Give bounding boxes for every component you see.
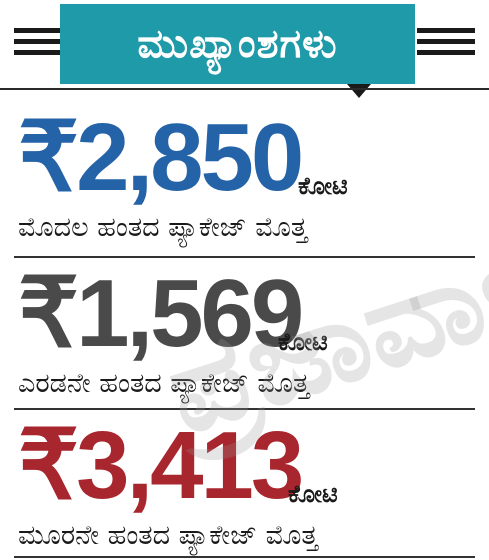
amount-unit: ಕೋಟಿ [298,172,348,200]
section-divider [14,556,475,558]
amount-description: ಮೂರನೇ ಹಂತದ ಪ್ಯಾಕೇಜ್ ಮೊತ್ತ [18,520,318,551]
amount-description: ಮೊದಲ ಹಂತದ ಪ್ಯಾಕೇಜ್ ಮೊತ್ತ [18,212,308,243]
section-divider [14,408,475,410]
highlight-item-2: ₹1,569 ಕೋಟಿ ಎರಡನೇ ಹಂತದ ಪ್ಯಾಕೇಜ್ ಮೊತ್ತ [0,256,489,408]
pointer-triangle-icon [347,84,371,98]
page-title: ಮುಖ್ಯಾಂಶಗಳು [137,21,338,67]
highlight-item-1: ₹2,850 ಕೋಟಿ ಮೊದಲ ಹಂತದ ಪ್ಯಾಕೇಜ್ ಮೊತ್ತ [0,100,489,252]
decor-stripes-left [14,28,72,61]
highlight-item-3: ₹3,413 ಕೋಟಿ ಮೂರನೇ ಹಂತದ ಪ್ಯಾಕೇಜ್ ಮೊತ್ತ [0,408,489,560]
amount-value: ₹2,850 [18,104,304,211]
amount-unit: ಕೋಟಿ [288,480,338,508]
section-divider [14,256,475,258]
amount-value: ₹1,569 [18,260,304,367]
amount-value: ₹3,413 [18,412,304,519]
header-divider [0,88,489,90]
decor-stripes-right [417,28,475,61]
amount-unit: ಕೋಟಿ [278,328,328,356]
amount-description: ಎರಡನೇ ಹಂತದ ಪ್ಯಾಕೇಜ್ ಮೊತ್ತ [18,368,310,399]
title-banner: ಮುಖ್ಯಾಂಶಗಳು [60,4,415,84]
header: ಮುಖ್ಯಾಂಶಗಳು [0,0,489,100]
